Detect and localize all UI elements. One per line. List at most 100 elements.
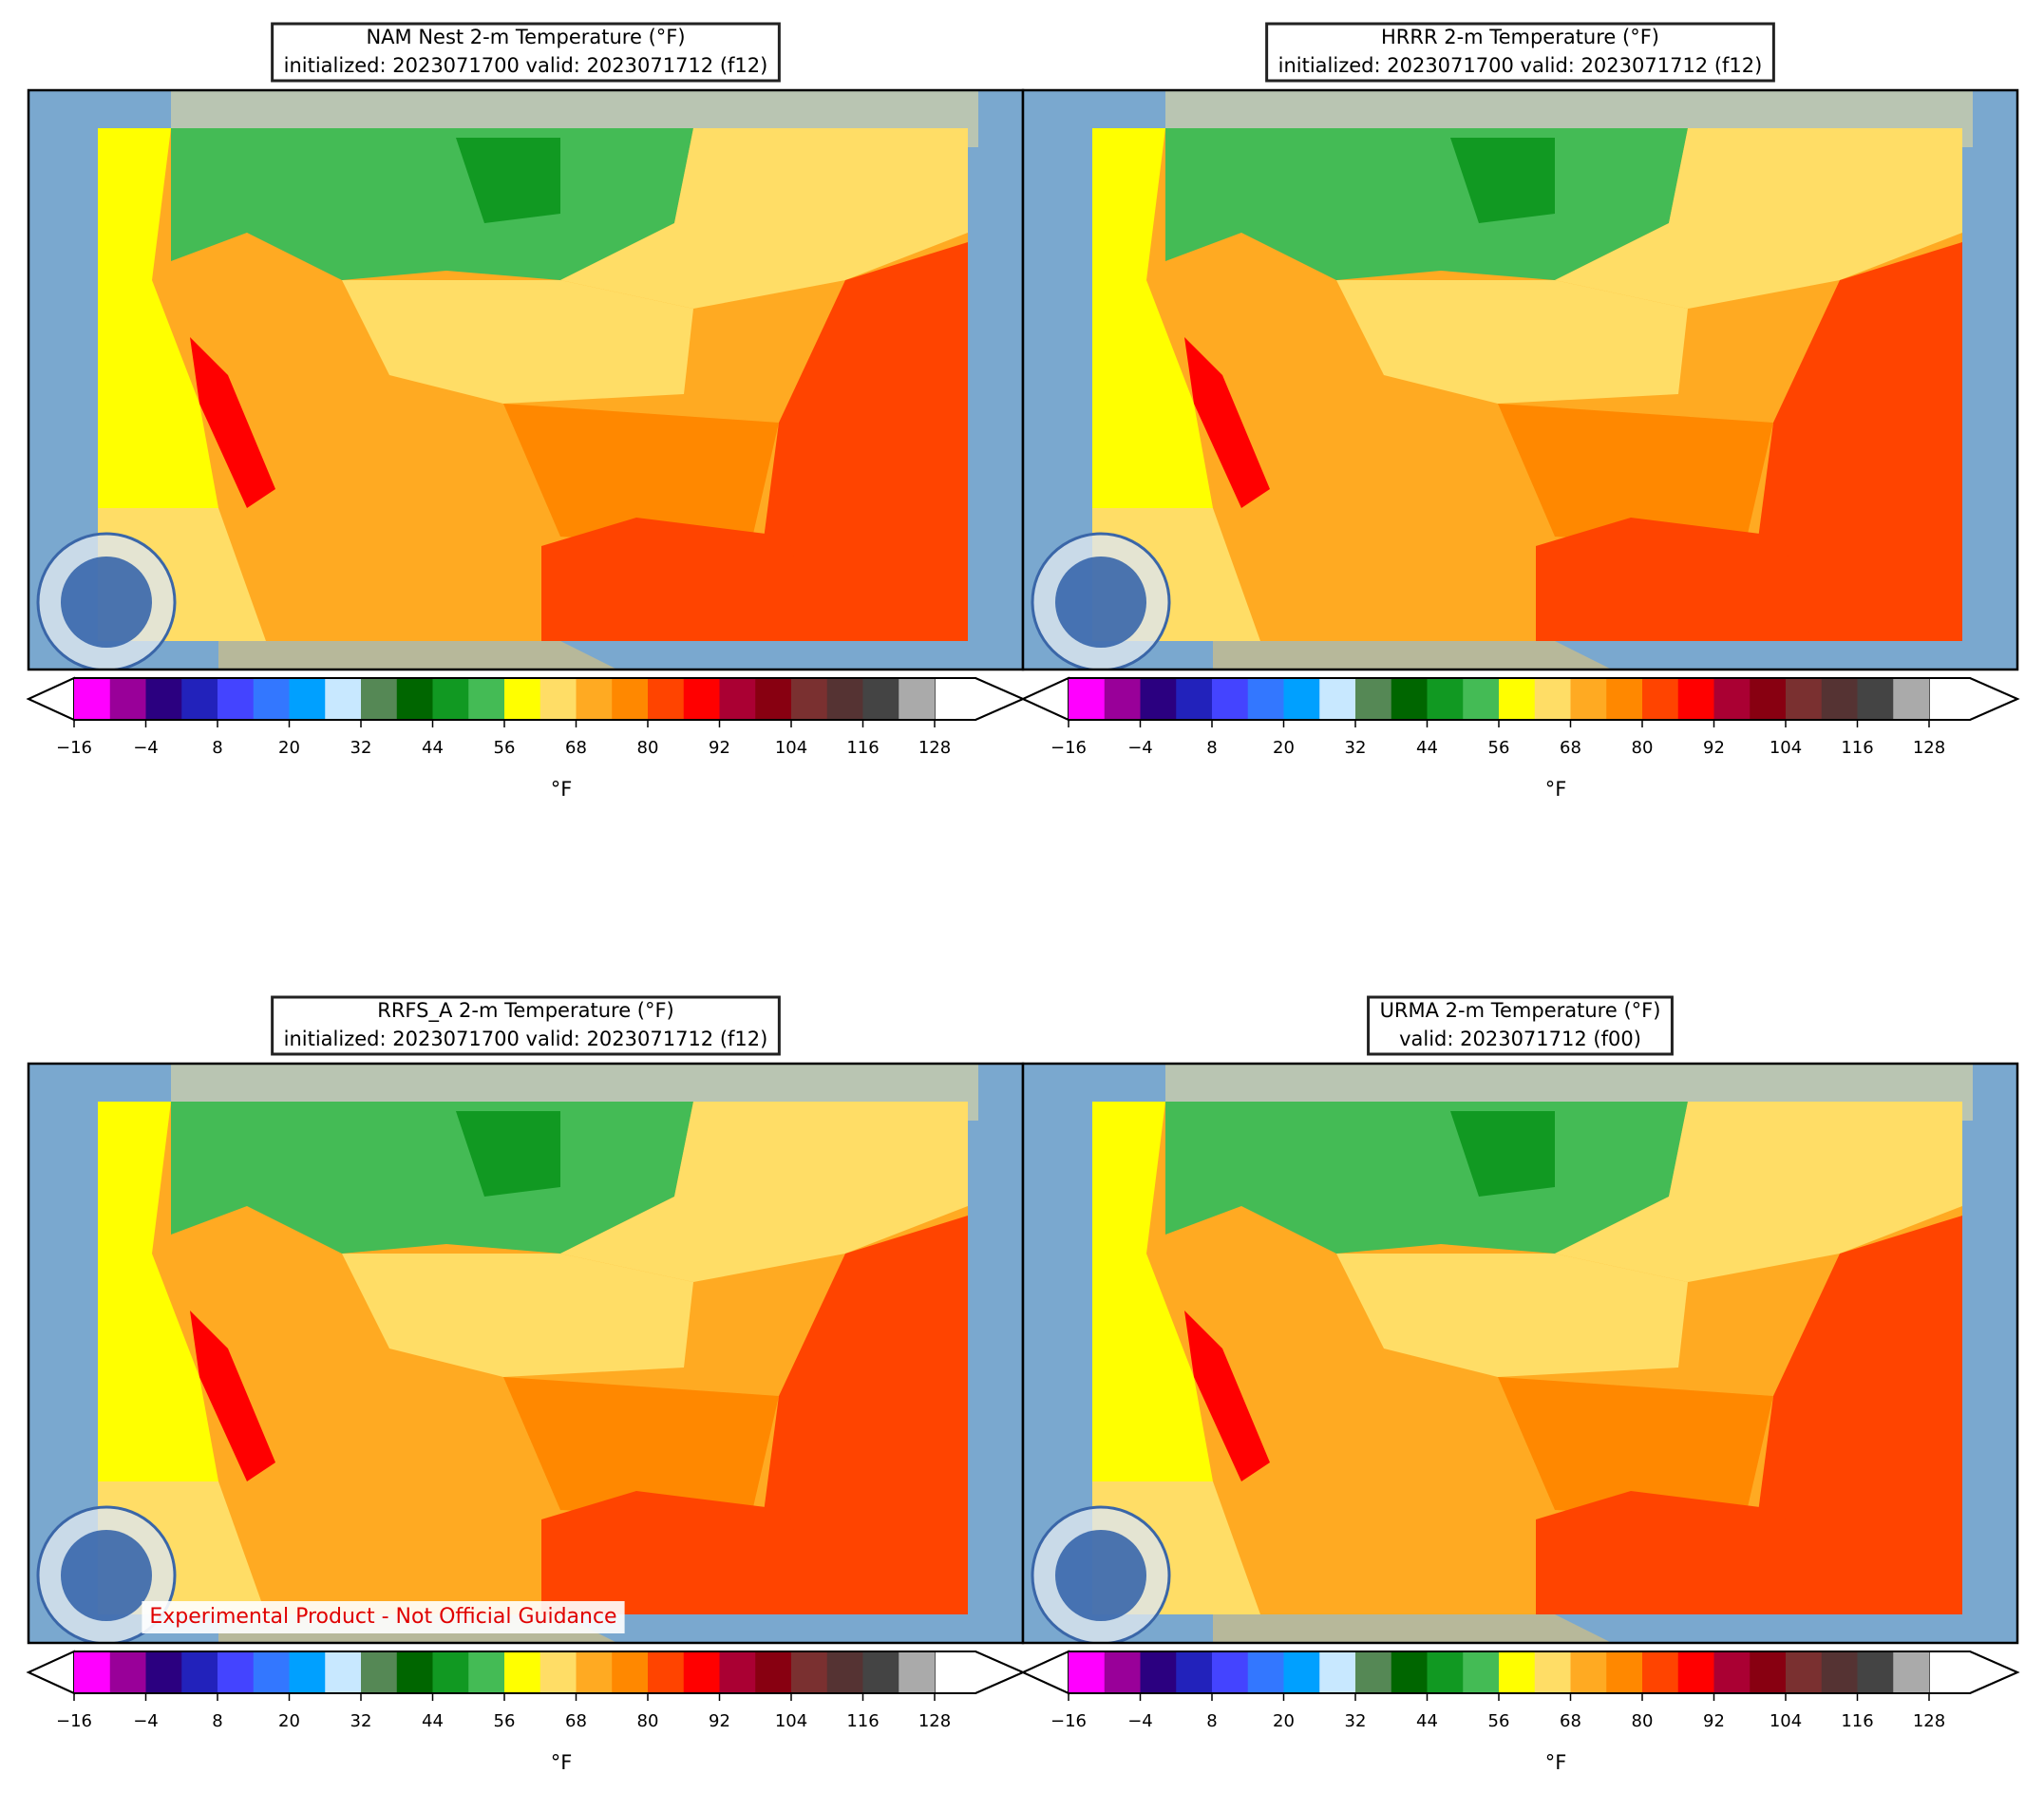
noaa-logo-inner <box>1055 1530 1146 1621</box>
colorbar-swatch <box>719 1651 756 1693</box>
colorbar-swatch <box>1857 1651 1894 1693</box>
colorbar-swatch <box>826 1651 863 1693</box>
colorbar-swatch <box>289 1651 326 1693</box>
colorbar-swatch <box>1534 678 1571 720</box>
colorbar-swatch <box>1355 678 1392 720</box>
colorbar-swatch <box>1857 678 1894 720</box>
colorbar-extend-high <box>934 1651 1026 1694</box>
colorbar-swatch <box>862 678 899 720</box>
colorbar-tick-label: 128 <box>918 738 951 758</box>
colorbar-extend-high <box>1928 677 2020 721</box>
colorbar-tick-label: 68 <box>565 1711 587 1731</box>
colorbar-swatch <box>1069 1651 1106 1693</box>
field-west <box>98 1102 218 1481</box>
field-east <box>1745 242 1962 641</box>
field-northeast <box>1555 1102 1962 1282</box>
colorbar-tick-label: 8 <box>1206 1711 1217 1731</box>
title-box <box>1265 22 1775 83</box>
colorbar-extend-high <box>934 677 1026 721</box>
panel-frame <box>1021 1062 2019 1645</box>
colorbar-tick-label: 32 <box>1345 1711 1367 1731</box>
colorbar-swatch <box>791 1651 828 1693</box>
colorbar-swatch <box>289 678 326 720</box>
colorbar-swatch <box>1176 1651 1213 1693</box>
field-hot <box>190 1311 275 1481</box>
colorbar-swatch <box>648 1651 685 1693</box>
colorbar-swatch <box>145 678 182 720</box>
colorbar-swatch <box>1786 678 1823 720</box>
colorbar-swatch <box>755 1651 792 1693</box>
colorbar-tick-label: 56 <box>1488 738 1510 758</box>
colorbar-swatch <box>1786 1651 1823 1693</box>
colorbar-swatch <box>1821 678 1858 720</box>
colorbar-label: °F <box>551 778 573 801</box>
colorbar-swatch <box>826 678 863 720</box>
colorbar-swatch <box>1247 678 1284 720</box>
field-north-dark <box>1450 1111 1555 1197</box>
title-line: RRFS_A 2-m Temperature (°F) <box>377 999 674 1023</box>
colorbar-swatch <box>181 678 218 720</box>
colorbar-swatch <box>683 678 720 720</box>
colorbar-swatch <box>396 1651 433 1693</box>
colorbar-swatch <box>109 1651 146 1693</box>
colorbar-swatch <box>683 1651 720 1693</box>
colorbar-swatch <box>1212 1651 1249 1693</box>
colorbar-swatch <box>1463 678 1500 720</box>
field-southeast <box>503 404 779 546</box>
colorbar-swatch <box>899 678 936 720</box>
colorbar-tick-label: 20 <box>278 738 300 758</box>
field-northeast <box>560 1102 968 1282</box>
colorbar-swatch <box>755 678 792 720</box>
colorbar-swatch <box>539 1651 577 1693</box>
colorbar-swatch <box>1319 678 1356 720</box>
colorbar-tick-label: −16 <box>1050 738 1087 758</box>
colorbar-swatch <box>1499 678 1536 720</box>
colorbar-swatch <box>1283 678 1320 720</box>
colorbar-tick-label: −4 <box>133 1711 159 1731</box>
colorbar-swatch <box>1391 678 1428 720</box>
colorbar-swatch <box>1821 1651 1858 1693</box>
field-hot <box>190 337 275 508</box>
colorbar-swatch <box>1140 1651 1177 1693</box>
colorbar-swatch <box>361 1651 398 1693</box>
title-line: URMA 2-m Temperature (°F) <box>1380 999 1661 1022</box>
colorbar-tick-label: −16 <box>56 738 92 758</box>
colorbar-swatch <box>1319 1651 1356 1693</box>
title-line: initialized: 2023071700 valid: 202307171… <box>284 1028 768 1050</box>
field-north <box>1165 128 1688 280</box>
colorbar-tick-label: 116 <box>846 1711 879 1731</box>
colorbar-tick-label: 80 <box>637 738 659 758</box>
colorbar-tick-label: 80 <box>637 1711 659 1731</box>
field-southeast <box>503 1377 779 1519</box>
colorbar-tick-label: 104 <box>1770 738 1802 758</box>
title-box <box>271 22 781 83</box>
colorbar-swatch <box>1570 678 1607 720</box>
colorbar-swatch <box>1391 1651 1428 1693</box>
colorbar-swatch <box>539 678 577 720</box>
field-north-dark <box>456 138 560 223</box>
colorbar-tick-label: 56 <box>494 738 516 758</box>
colorbar-extend-high <box>1928 1651 2020 1694</box>
colorbar-swatch <box>1570 1651 1607 1693</box>
colorbar-swatch <box>1893 1651 1930 1693</box>
noaa-logo-inner <box>61 557 152 648</box>
field-east <box>750 242 968 641</box>
colorbar-tick-label: 20 <box>1273 1711 1295 1731</box>
colorbar-swatch <box>1713 678 1751 720</box>
colorbar-tick-label: 44 <box>422 1711 444 1731</box>
colorbar-tick-label: 44 <box>1416 1711 1438 1731</box>
colorbar-swatch <box>862 1651 899 1693</box>
colorbar-swatch <box>181 1651 218 1693</box>
colorbar-swatch <box>432 678 469 720</box>
field-east <box>1745 1216 1962 1614</box>
colorbar-swatch <box>145 1651 182 1693</box>
field-north-dark <box>456 1111 560 1197</box>
colorbar-tick-label: 92 <box>1703 738 1725 758</box>
colorbar-tick-label: 8 <box>212 738 222 758</box>
noaa-logo-inner <box>1055 557 1146 648</box>
colorbar-swatch <box>1283 1651 1320 1693</box>
field-plains <box>1336 280 1688 404</box>
colorbar-swatch <box>325 1651 362 1693</box>
field-hot <box>1184 337 1270 508</box>
colorbar-tick-label: 116 <box>1841 738 1873 758</box>
